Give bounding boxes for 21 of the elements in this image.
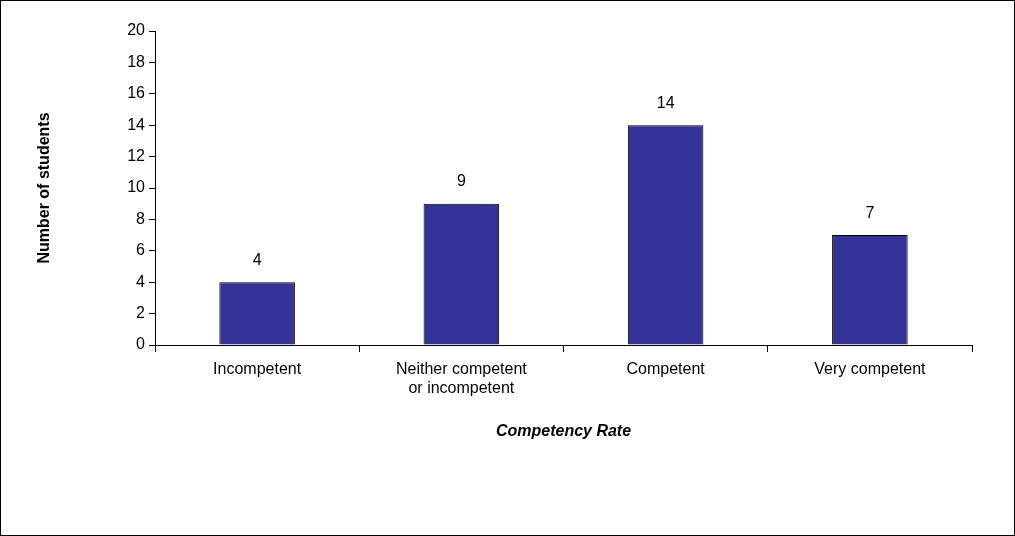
y-tick-label: 16 [127,84,146,102]
y-tick-label: 20 [127,21,146,39]
y-tick-label: 4 [136,272,146,290]
y-tick-label: 12 [127,147,146,165]
y-tick-label: 0 [136,335,146,353]
y-tick-label: 8 [136,209,146,227]
y-tick-label: 18 [127,52,146,70]
x-axis-title: Competency Rate [495,421,632,439]
y-axis-title: Number of students [35,112,53,264]
y-tick-label: 2 [136,304,146,322]
x-tick-label: Competent [626,360,706,378]
data-label: 14 [656,93,675,111]
data-label: 4 [252,250,262,268]
x-tick-label: Very competent [814,360,927,378]
y-tick-label: 14 [127,115,146,133]
y-tick-label: 10 [127,178,146,196]
data-label: 7 [865,203,875,221]
x-tick-label: Incompetent [213,360,302,378]
data-label: 9 [456,172,466,190]
x-tick-label: Neither competent or incompetent [396,360,528,397]
y-tick-label: 6 [136,241,146,259]
